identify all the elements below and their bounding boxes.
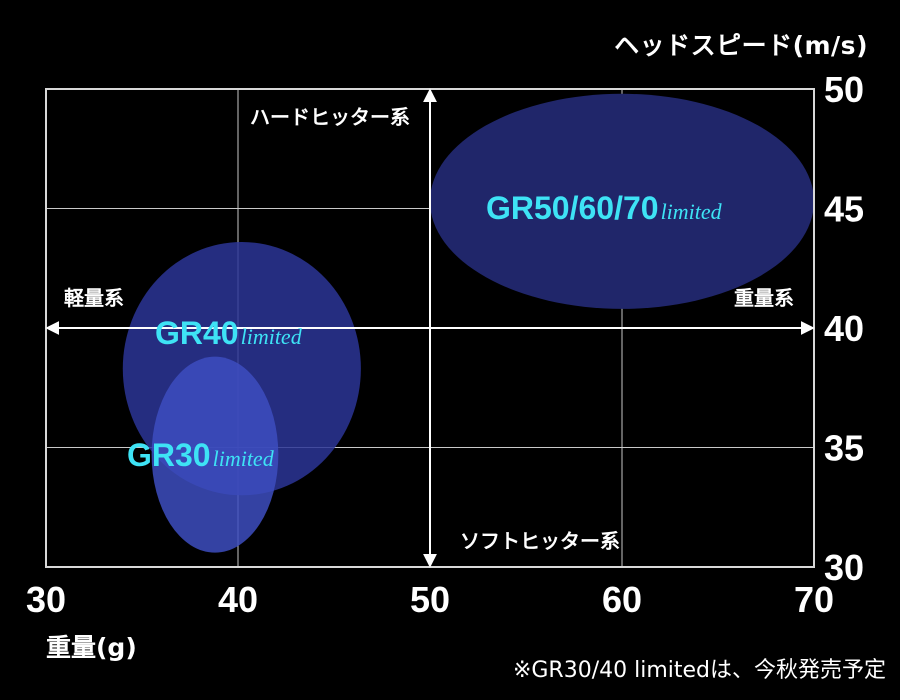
series-label-name: GR50/60/70 xyxy=(486,190,659,226)
bubble-gr30 xyxy=(151,356,279,553)
x-tick-label: 40 xyxy=(218,579,258,620)
annotation-soft-hitter: ソフトヒッター系 xyxy=(460,529,620,553)
series-label: GR50/60/70limited xyxy=(486,190,723,226)
y-tick-label: 40 xyxy=(824,308,864,349)
bubble-gr50-60-70 xyxy=(430,93,814,309)
series-label-name: GR40 xyxy=(155,315,239,351)
series-label-suffix: limited xyxy=(241,324,303,349)
x-tick-label: 50 xyxy=(410,579,450,620)
x-axis-title: 重量(g) xyxy=(46,633,137,662)
annotation-heavy: 重量系 xyxy=(734,286,794,310)
series-label-name: GR30 xyxy=(127,437,211,473)
y-axis-title: ヘッドスピード(m/s) xyxy=(614,31,868,60)
series-label: GR30limited xyxy=(127,437,275,473)
y-tick-label: 35 xyxy=(824,428,864,469)
footnote: ※GR30/40 limitedは、今秋発売予定 xyxy=(512,658,886,683)
annotation-light: 軽量系 xyxy=(64,286,124,310)
y-tick-label: 50 xyxy=(824,69,864,110)
annotation-hard-hitter: ハードヒッター系 xyxy=(250,105,410,129)
y-tick-label: 30 xyxy=(824,547,864,588)
x-tick-label: 70 xyxy=(794,579,834,620)
x-tick-label: 30 xyxy=(26,579,66,620)
series-label-suffix: limited xyxy=(661,199,723,224)
y-tick-label: 45 xyxy=(824,189,864,230)
x-tick-label: 60 xyxy=(602,579,642,620)
series-label: GR40limited xyxy=(155,315,303,351)
series-label-suffix: limited xyxy=(213,446,275,471)
